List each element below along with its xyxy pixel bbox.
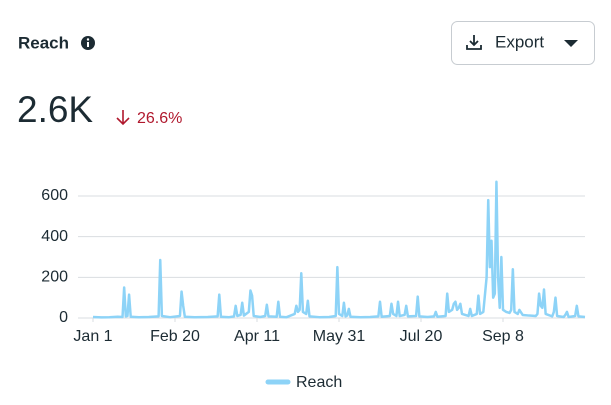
down-arrow xyxy=(116,110,130,126)
x-tick-label: Sep 8 xyxy=(482,328,524,345)
y-tick-label: 0 xyxy=(59,309,68,326)
metric-value: 2.6K xyxy=(17,89,93,130)
x-tick-label: Feb 20 xyxy=(150,328,200,345)
x-tick-label: Jul 20 xyxy=(400,328,443,345)
x-tick-label: Apr 11 xyxy=(234,328,280,345)
download-icon xyxy=(466,35,482,50)
info-icon[interactable] xyxy=(81,36,95,50)
widget-title: Reach xyxy=(18,33,69,52)
y-tick-label: 600 xyxy=(41,187,68,204)
x-tick-label: May 31 xyxy=(313,328,366,345)
x-tick-label: Jan 1 xyxy=(73,328,112,345)
legend-label: Reach xyxy=(296,374,342,391)
data-line xyxy=(92,180,586,319)
y-tick-label: 200 xyxy=(41,269,68,286)
metric-change: 26.6% xyxy=(137,110,182,127)
dropdown-caret xyxy=(564,40,578,47)
export-button[interactable]: Export xyxy=(451,21,595,65)
y-tick-label: 400 xyxy=(41,228,68,245)
button-label[interactable]: Export xyxy=(495,32,544,51)
